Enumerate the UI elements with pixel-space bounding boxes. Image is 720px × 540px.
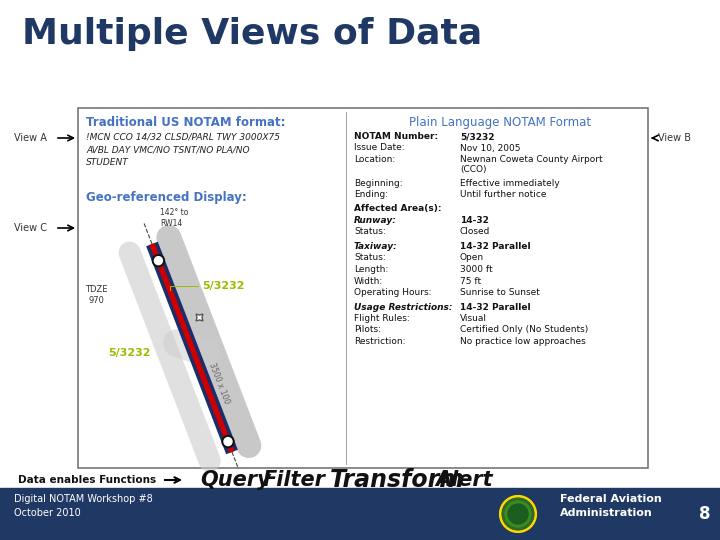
Text: Status:: Status: xyxy=(354,227,386,237)
Text: Digital NOTAM Workshop #8
October 2010: Digital NOTAM Workshop #8 October 2010 xyxy=(14,494,153,518)
Text: Data enables Functions: Data enables Functions xyxy=(18,475,156,485)
Text: 142° to
RW14: 142° to RW14 xyxy=(160,208,189,228)
Text: View A: View A xyxy=(14,133,47,143)
Text: Federal Aviation
Administration: Federal Aviation Administration xyxy=(560,494,662,518)
Text: 3500 x 100: 3500 x 100 xyxy=(207,362,230,406)
Text: NOTAM Number:: NOTAM Number: xyxy=(354,132,438,141)
Circle shape xyxy=(502,498,534,530)
Bar xyxy=(78,108,648,468)
Text: Sunrise to Sunset: Sunrise to Sunset xyxy=(460,288,540,297)
Text: Ending:: Ending: xyxy=(354,190,388,199)
Circle shape xyxy=(500,496,536,532)
Text: Runway:: Runway: xyxy=(354,216,397,225)
Text: Pilots:: Pilots: xyxy=(354,326,381,334)
Text: Certified Only (No Students): Certified Only (No Students) xyxy=(460,326,588,334)
Text: No practice low approaches: No practice low approaches xyxy=(460,337,586,346)
Text: Multiple Views of Data: Multiple Views of Data xyxy=(22,17,482,51)
Text: Geo-referenced Display:: Geo-referenced Display: xyxy=(86,191,247,204)
Text: Open: Open xyxy=(460,253,484,262)
Text: Filter: Filter xyxy=(263,470,326,490)
Circle shape xyxy=(505,501,531,527)
Text: 14-32 Parallel: 14-32 Parallel xyxy=(460,302,531,312)
Text: 75 ft: 75 ft xyxy=(460,276,481,286)
Text: Transform: Transform xyxy=(330,468,465,492)
Text: 5/3232: 5/3232 xyxy=(460,132,495,141)
Circle shape xyxy=(154,256,163,265)
Text: Usage Restrictions:: Usage Restrictions: xyxy=(354,302,452,312)
Text: Newnan Coweta County Airport
(CCO): Newnan Coweta County Airport (CCO) xyxy=(460,155,603,174)
Text: Query: Query xyxy=(200,470,271,490)
Text: Beginning:: Beginning: xyxy=(354,179,402,187)
Circle shape xyxy=(224,437,232,446)
Text: Nov 10, 2005: Nov 10, 2005 xyxy=(460,144,521,152)
Text: 14-32: 14-32 xyxy=(460,216,489,225)
Text: 3000 ft: 3000 ft xyxy=(460,265,492,274)
Text: !MCN CCO 14/32 CLSD/PARL TWY 3000X75
AVBL DAY VMC/NO TSNT/NO PLA/NO
STUDENT: !MCN CCO 14/32 CLSD/PARL TWY 3000X75 AVB… xyxy=(86,133,280,167)
Bar xyxy=(0,488,720,540)
Text: Status:: Status: xyxy=(354,253,386,262)
Text: TDZE
970: TDZE 970 xyxy=(85,285,107,305)
Text: Visual: Visual xyxy=(460,314,487,323)
Text: Alert: Alert xyxy=(435,470,492,490)
Text: Taxiway:: Taxiway: xyxy=(354,242,397,251)
Text: 14-32 Parallel: 14-32 Parallel xyxy=(460,242,531,251)
Text: Traditional US NOTAM format:: Traditional US NOTAM format: xyxy=(86,116,286,129)
Text: View B: View B xyxy=(658,133,691,143)
Text: Length:: Length: xyxy=(354,265,388,274)
Text: Restriction:: Restriction: xyxy=(354,337,405,346)
Circle shape xyxy=(153,255,164,267)
Text: Issue Date:: Issue Date: xyxy=(354,144,405,152)
Circle shape xyxy=(222,436,234,448)
Text: Plain Language NOTAM Format: Plain Language NOTAM Format xyxy=(409,116,591,129)
Circle shape xyxy=(508,504,528,524)
Text: Operating Hours:: Operating Hours: xyxy=(354,288,431,297)
Text: 5/3232: 5/3232 xyxy=(109,348,151,359)
Text: 5/3232: 5/3232 xyxy=(202,281,245,291)
Text: Effective immediately: Effective immediately xyxy=(460,179,559,187)
Text: 8: 8 xyxy=(699,505,711,523)
Text: Closed: Closed xyxy=(460,227,490,237)
Text: Width:: Width: xyxy=(354,276,383,286)
Text: View C: View C xyxy=(14,223,47,233)
Text: Location:: Location: xyxy=(354,155,395,164)
Text: Until further notice: Until further notice xyxy=(460,190,546,199)
Text: Flight Rules:: Flight Rules: xyxy=(354,314,410,323)
Text: Affected Area(s):: Affected Area(s): xyxy=(354,205,441,213)
